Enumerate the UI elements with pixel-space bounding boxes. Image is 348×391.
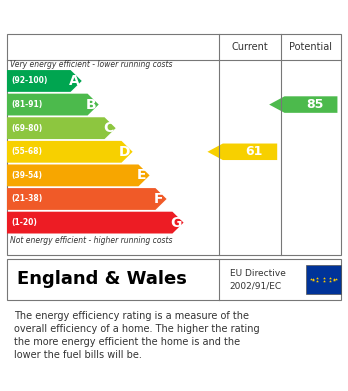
Polygon shape — [7, 117, 116, 139]
Polygon shape — [7, 188, 167, 210]
Text: F: F — [154, 192, 164, 206]
Text: A: A — [69, 74, 79, 88]
Text: (39-54): (39-54) — [11, 171, 42, 180]
Bar — [306, 265, 341, 294]
Text: 2002/91/EC: 2002/91/EC — [230, 282, 282, 291]
Text: B: B — [86, 98, 96, 111]
Text: (1-20): (1-20) — [11, 218, 37, 227]
Text: 61: 61 — [245, 145, 263, 158]
Text: D: D — [119, 145, 130, 159]
Text: E: E — [137, 169, 147, 182]
Text: EU Directive: EU Directive — [230, 269, 285, 278]
Text: Energy Efficiency Rating: Energy Efficiency Rating — [10, 7, 239, 25]
Text: The energy efficiency rating is a measure of the
overall efficiency of a home. T: The energy efficiency rating is a measur… — [14, 311, 260, 361]
Polygon shape — [7, 165, 150, 186]
Text: England & Wales: England & Wales — [17, 270, 187, 289]
Text: (69-80): (69-80) — [11, 124, 42, 133]
Text: 85: 85 — [306, 98, 324, 111]
Text: Very energy efficient - lower running costs: Very energy efficient - lower running co… — [10, 60, 173, 69]
Text: (55-68): (55-68) — [11, 147, 42, 156]
Text: G: G — [170, 215, 181, 230]
Text: (92-100): (92-100) — [11, 77, 48, 86]
Polygon shape — [269, 96, 338, 113]
Polygon shape — [7, 70, 82, 92]
Text: C: C — [103, 121, 113, 135]
Text: (21-38): (21-38) — [11, 194, 42, 203]
Polygon shape — [207, 143, 277, 160]
Text: Not energy efficient - higher running costs: Not energy efficient - higher running co… — [10, 235, 173, 244]
Text: Potential: Potential — [290, 42, 332, 52]
Polygon shape — [7, 141, 133, 163]
Polygon shape — [7, 212, 183, 233]
Text: Current: Current — [232, 42, 268, 52]
Polygon shape — [7, 94, 99, 115]
Text: (81-91): (81-91) — [11, 100, 42, 109]
